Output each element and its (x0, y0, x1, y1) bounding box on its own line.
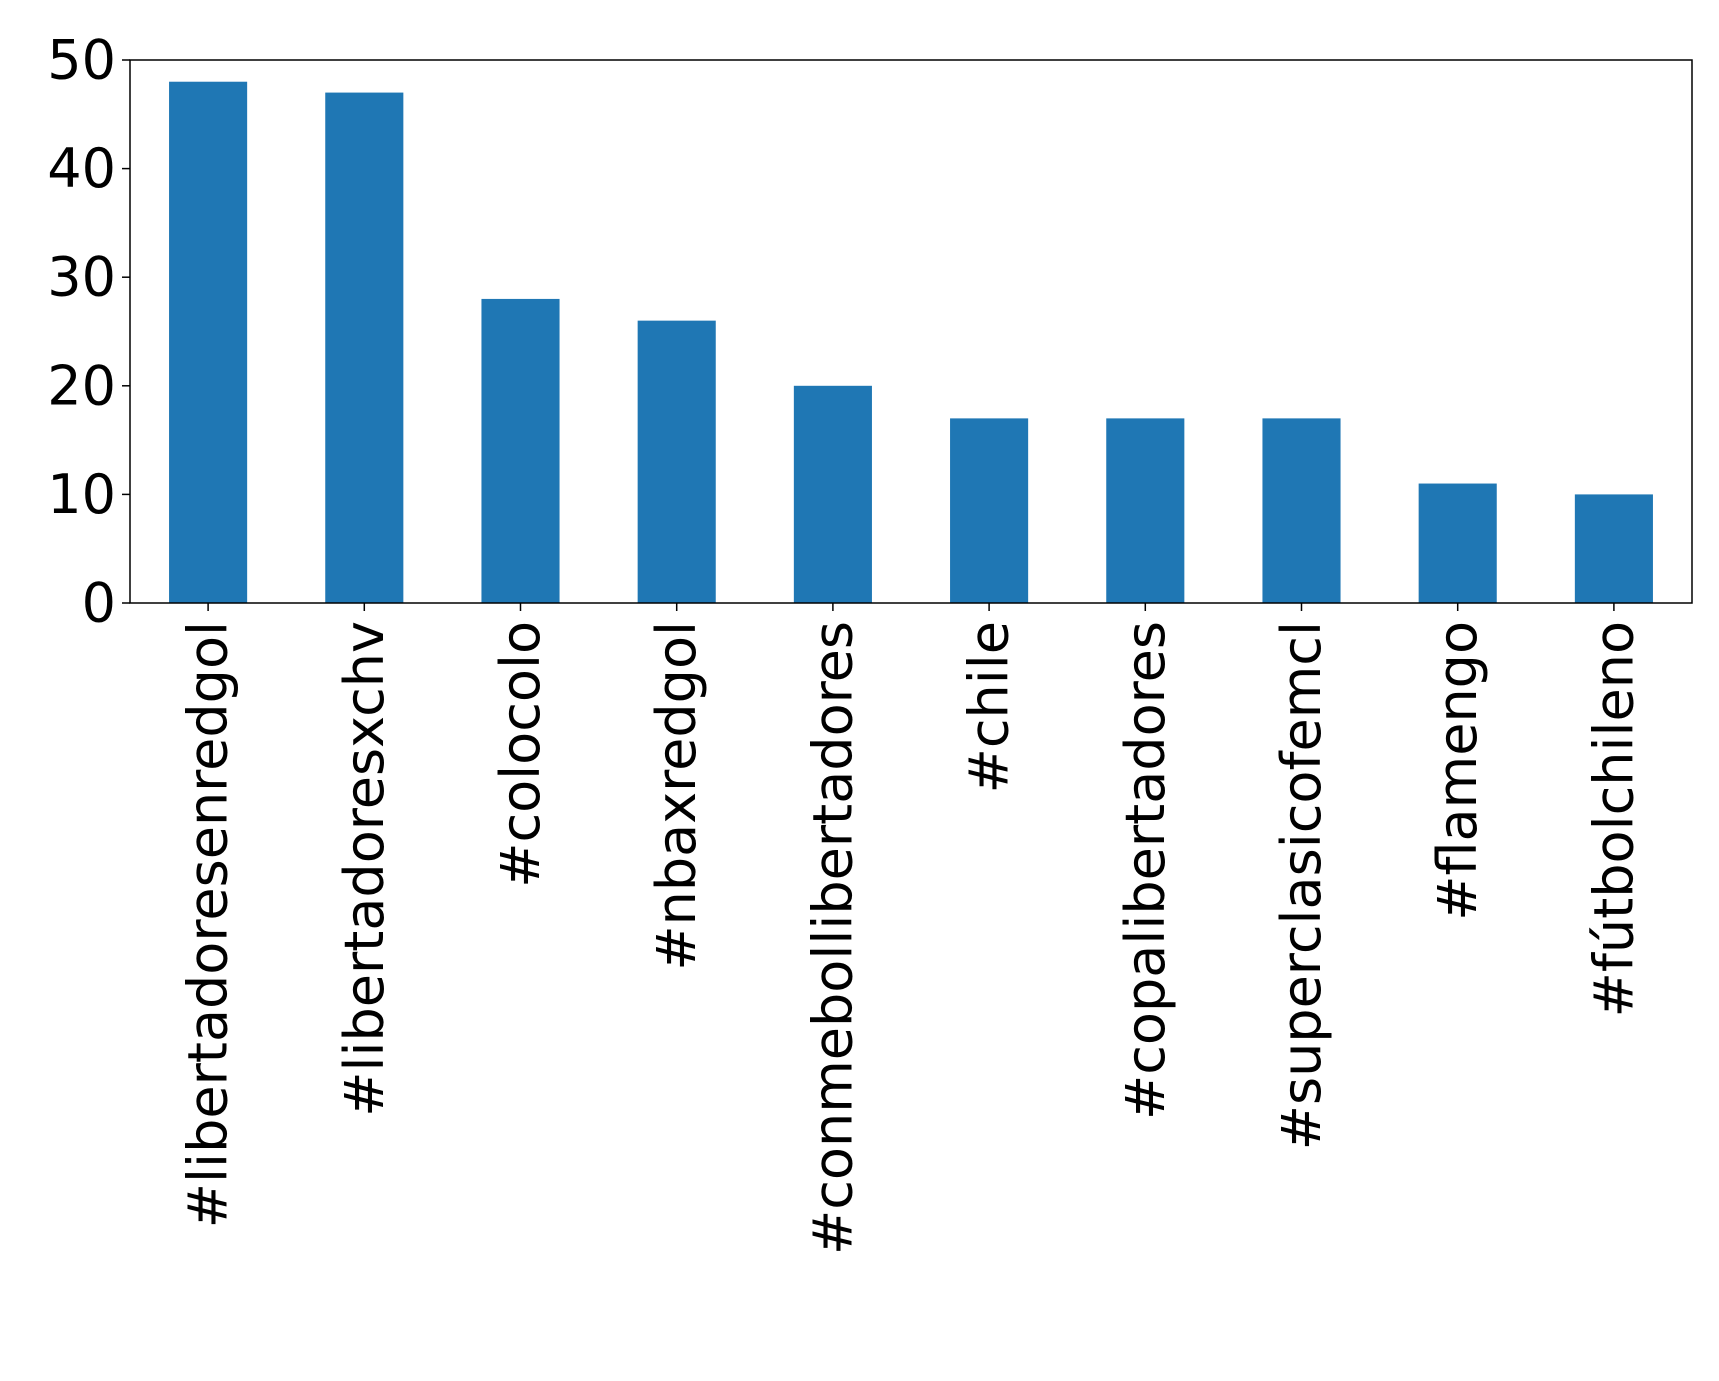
x-tick-label: #libertadoresenredgol (177, 621, 240, 1228)
plot-frame (129, 59, 1693, 604)
y-tick-label: 20 (47, 354, 116, 417)
y-axis: 0 10 20 30 40 50 (47, 29, 130, 635)
x-tick-label: #superclasicofemcl (1270, 621, 1333, 1150)
y-tick-label: 10 (47, 463, 116, 526)
x-tick-label: #nbaxredgol (645, 621, 708, 971)
y-tick-label: 30 (47, 246, 116, 309)
x-tick-label: #conmebollibertadores (801, 621, 864, 1255)
x-tick-label: #fútbolchileno (1582, 621, 1645, 1017)
bars-group (169, 81, 1653, 604)
x-tick-label: #chile (958, 621, 1021, 793)
bar (169, 81, 248, 604)
y-tick-label: 0 (82, 572, 116, 635)
x-tick-label: #colocolo (489, 621, 552, 888)
y-tick-label: 40 (47, 137, 116, 200)
bar (1106, 418, 1185, 603)
x-axis: #libertadoresenredgol #libertadoresxchv #c… (177, 603, 1645, 1255)
bar (1574, 494, 1653, 603)
x-tick-label: #copalibertadores (1114, 621, 1177, 1120)
bar (325, 92, 404, 603)
y-tick-label: 50 (47, 29, 116, 92)
x-tick-label: #libertadoresxchv (333, 621, 396, 1117)
bar (481, 298, 560, 603)
bar (637, 320, 716, 603)
bar (1262, 418, 1341, 603)
bar (793, 385, 872, 603)
bar (1418, 483, 1497, 603)
x-tick-label: #flamengo (1426, 621, 1489, 921)
bar (950, 418, 1029, 603)
